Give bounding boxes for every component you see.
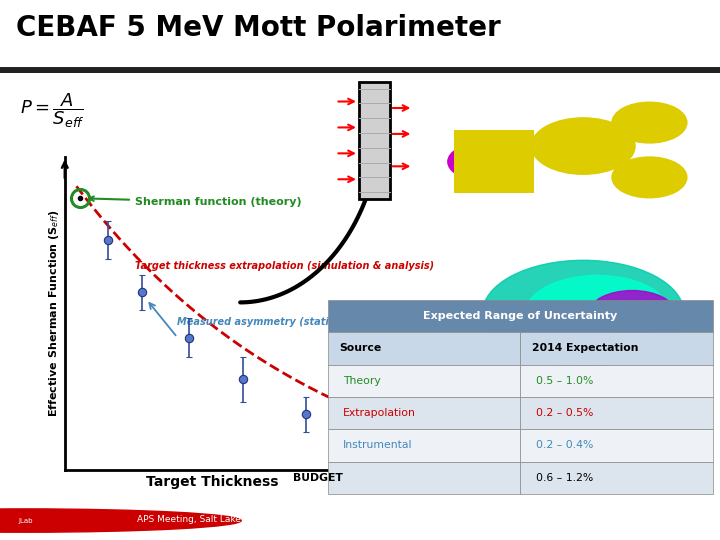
Text: Theory: Theory bbox=[343, 376, 381, 386]
Text: Instrumental: Instrumental bbox=[343, 441, 413, 450]
Text: CEBAF 5 MeV Mott Polarimeter: CEBAF 5 MeV Mott Polarimeter bbox=[16, 14, 500, 42]
Text: Expected Range of Uncertainty: Expected Range of Uncertainty bbox=[423, 311, 617, 321]
Text: JLab: JLab bbox=[18, 517, 32, 524]
FancyBboxPatch shape bbox=[521, 397, 713, 429]
FancyBboxPatch shape bbox=[328, 397, 521, 429]
Circle shape bbox=[612, 102, 687, 143]
Circle shape bbox=[531, 118, 635, 174]
Text: 0.2 – 0.4%: 0.2 – 0.4% bbox=[536, 441, 593, 450]
Text: Extrapolation: Extrapolation bbox=[343, 408, 416, 418]
Circle shape bbox=[482, 260, 684, 366]
Text: Measured asymmetry (statistical + instrumental): Measured asymmetry (statistical + instru… bbox=[177, 317, 449, 327]
Circle shape bbox=[526, 275, 670, 351]
Circle shape bbox=[0, 509, 241, 532]
Text: Target thickness extrapolation (simulation & analysis): Target thickness extrapolation (simulati… bbox=[135, 261, 434, 271]
Y-axis label: Effective Sherman Function (S$_{eff}$): Effective Sherman Function (S$_{eff}$) bbox=[47, 210, 60, 417]
Circle shape bbox=[448, 143, 517, 180]
FancyBboxPatch shape bbox=[521, 462, 713, 494]
Text: Source: Source bbox=[339, 343, 382, 353]
FancyBboxPatch shape bbox=[328, 429, 521, 462]
Text: 0.5 – 1.0%: 0.5 – 1.0% bbox=[536, 376, 593, 386]
FancyBboxPatch shape bbox=[521, 332, 713, 365]
FancyBboxPatch shape bbox=[521, 429, 713, 462]
Text: 2014 Expectation: 2014 Expectation bbox=[532, 343, 638, 353]
FancyBboxPatch shape bbox=[359, 82, 390, 199]
FancyBboxPatch shape bbox=[454, 131, 534, 193]
FancyBboxPatch shape bbox=[328, 462, 521, 494]
FancyBboxPatch shape bbox=[328, 364, 521, 397]
X-axis label: Target Thickness: Target Thickness bbox=[146, 475, 279, 489]
FancyBboxPatch shape bbox=[521, 364, 713, 397]
Text: 21: 21 bbox=[436, 515, 450, 525]
Circle shape bbox=[589, 291, 675, 336]
Text: Sherman function (theory): Sherman function (theory) bbox=[89, 197, 302, 207]
Text: APS Meeting, Salt Lake City, Utah  April 16 – 19, 2016: APS Meeting, Salt Lake City, Utah April … bbox=[137, 515, 379, 524]
Text: 0.2 – 0.5%: 0.2 – 0.5% bbox=[536, 408, 593, 418]
Text: $P = \dfrac{A}{S_{eff}}$: $P = \dfrac{A}{S_{eff}}$ bbox=[20, 91, 85, 130]
Text: BUDGET: BUDGET bbox=[293, 473, 343, 483]
Circle shape bbox=[612, 157, 687, 198]
FancyBboxPatch shape bbox=[328, 300, 713, 332]
Text: Jefferson Lab: Jefferson Lab bbox=[580, 514, 673, 526]
Text: 0.6 – 1.2%: 0.6 – 1.2% bbox=[536, 473, 593, 483]
FancyBboxPatch shape bbox=[328, 332, 521, 365]
